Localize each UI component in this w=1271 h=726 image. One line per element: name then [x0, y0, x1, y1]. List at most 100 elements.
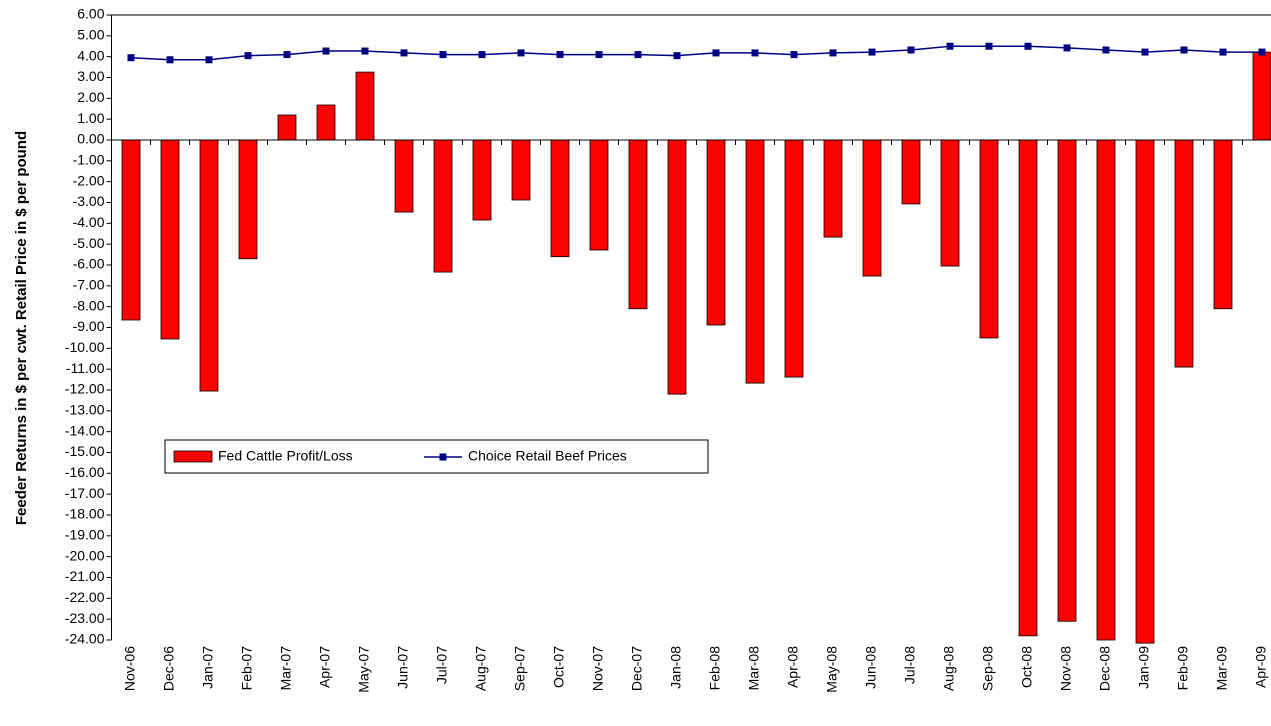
bar — [745, 139, 765, 384]
y-tick-label: -24.00 — [65, 631, 105, 647]
y-tick-label: -17.00 — [65, 485, 105, 501]
line-marker — [439, 51, 447, 59]
y-tick-label: -13.00 — [65, 402, 105, 418]
legend-label: Fed Cattle Profit/Loss — [218, 448, 353, 464]
bar — [901, 139, 921, 205]
legend-swatch — [173, 450, 213, 463]
x-tick-label: Apr-09 — [1253, 646, 1269, 688]
bar — [1057, 139, 1077, 622]
bar — [1018, 139, 1038, 637]
line-marker — [244, 52, 252, 60]
legend: Fed Cattle Profit/Loss Choice Retail Beef… — [164, 439, 709, 474]
x-tick-label: Oct-07 — [551, 646, 567, 688]
x-tick-label: Mar-09 — [1214, 646, 1230, 691]
x-tick-label: Jun-07 — [395, 646, 411, 689]
x-tick-label: Mar-08 — [746, 646, 762, 691]
line-marker — [829, 49, 837, 57]
y-tick-label: -2.00 — [73, 172, 105, 188]
x-tick-label: Jun-08 — [863, 646, 879, 689]
x-tick-label: Aug-08 — [941, 646, 957, 691]
bar — [823, 139, 843, 238]
line-marker — [985, 42, 993, 50]
x-tick-label: May-07 — [356, 646, 372, 693]
line-marker — [205, 56, 213, 64]
x-tick-label: Feb-08 — [707, 646, 723, 691]
line-marker — [1141, 48, 1149, 56]
y-tick-label: -10.00 — [65, 339, 105, 355]
bar — [1096, 139, 1116, 641]
y-axis-title: Feeder Returns in $ per cwt. Retail Pric… — [13, 131, 30, 525]
x-tick-label: Aug-07 — [473, 646, 489, 691]
line-marker — [1219, 48, 1227, 56]
y-tick-label: -7.00 — [73, 277, 105, 293]
x-tick-label: Apr-07 — [317, 646, 333, 688]
x-tick-label: Oct-08 — [1019, 646, 1035, 688]
x-tick-label: Jul-07 — [434, 646, 450, 684]
line-marker — [1024, 42, 1032, 50]
line-marker — [556, 51, 564, 59]
line-marker — [127, 54, 135, 62]
line-marker — [1063, 44, 1071, 52]
bar — [940, 139, 960, 267]
y-tick-label: -5.00 — [73, 235, 105, 251]
line-marker — [946, 42, 954, 50]
bar — [1252, 51, 1271, 141]
y-tick-label: -11.00 — [66, 360, 105, 376]
line-marker — [868, 48, 876, 56]
line-marker — [478, 51, 486, 59]
y-tick-label: -23.00 — [65, 610, 105, 626]
y-tick-label: -14.00 — [65, 422, 105, 438]
bar — [511, 139, 531, 201]
bar — [472, 139, 492, 221]
x-tick-label: Sep-07 — [512, 646, 528, 691]
y-tick-label: 1.00 — [77, 110, 104, 126]
line — [130, 45, 1262, 61]
line-marker — [673, 52, 681, 60]
bar — [667, 139, 687, 395]
line-marker — [595, 51, 603, 59]
line-marker — [712, 49, 720, 57]
line-marker — [361, 47, 369, 55]
x-tick-label: Nov-06 — [122, 646, 138, 691]
x-tick-label: Jan-07 — [200, 646, 216, 689]
bar — [1174, 139, 1194, 368]
bar — [121, 139, 141, 321]
x-tick-label: Dec-08 — [1097, 646, 1113, 691]
line-marker — [907, 46, 915, 54]
bar — [628, 139, 648, 310]
line-marker — [322, 47, 330, 55]
y-tick-label: -19.00 — [65, 527, 105, 543]
x-tick-label: Feb-09 — [1175, 646, 1191, 691]
x-tick-label: Sep-08 — [980, 646, 996, 691]
y-tick-label: -4.00 — [73, 214, 105, 230]
bar — [1135, 139, 1155, 644]
x-tick-label: Nov-07 — [590, 646, 606, 691]
y-tick-label: 4.00 — [77, 47, 104, 63]
legend-label: Choice Retail Beef Prices — [468, 448, 627, 464]
x-tick-label: Jan-08 — [668, 646, 684, 689]
bar — [784, 139, 804, 378]
y-tick-label: -20.00 — [65, 547, 105, 563]
y-tick-label: -9.00 — [73, 318, 105, 334]
y-tick-label: -16.00 — [65, 464, 105, 480]
bar — [589, 139, 609, 251]
y-tick-label: 2.00 — [77, 89, 104, 105]
x-tick-label: Jul-08 — [902, 646, 918, 684]
y-tick-label: 6.00 — [77, 6, 104, 22]
x-tick-label: Apr-08 — [785, 646, 801, 688]
y-tick-label: -1.00 — [73, 152, 105, 168]
x-tick-label: Dec-07 — [629, 646, 645, 691]
y-tick-label: 3.00 — [77, 68, 104, 84]
line-marker — [790, 51, 798, 59]
bar — [550, 139, 570, 258]
bar — [979, 139, 999, 339]
bar — [394, 139, 414, 213]
x-tick-label: May-08 — [824, 646, 840, 693]
line-marker — [400, 49, 408, 57]
x-tick-label: Nov-08 — [1058, 646, 1074, 691]
line-marker — [517, 49, 525, 57]
y-tick-label: 5.00 — [77, 27, 104, 43]
x-tick-label: Feb-07 — [239, 646, 255, 691]
legend-marker — [439, 453, 447, 461]
